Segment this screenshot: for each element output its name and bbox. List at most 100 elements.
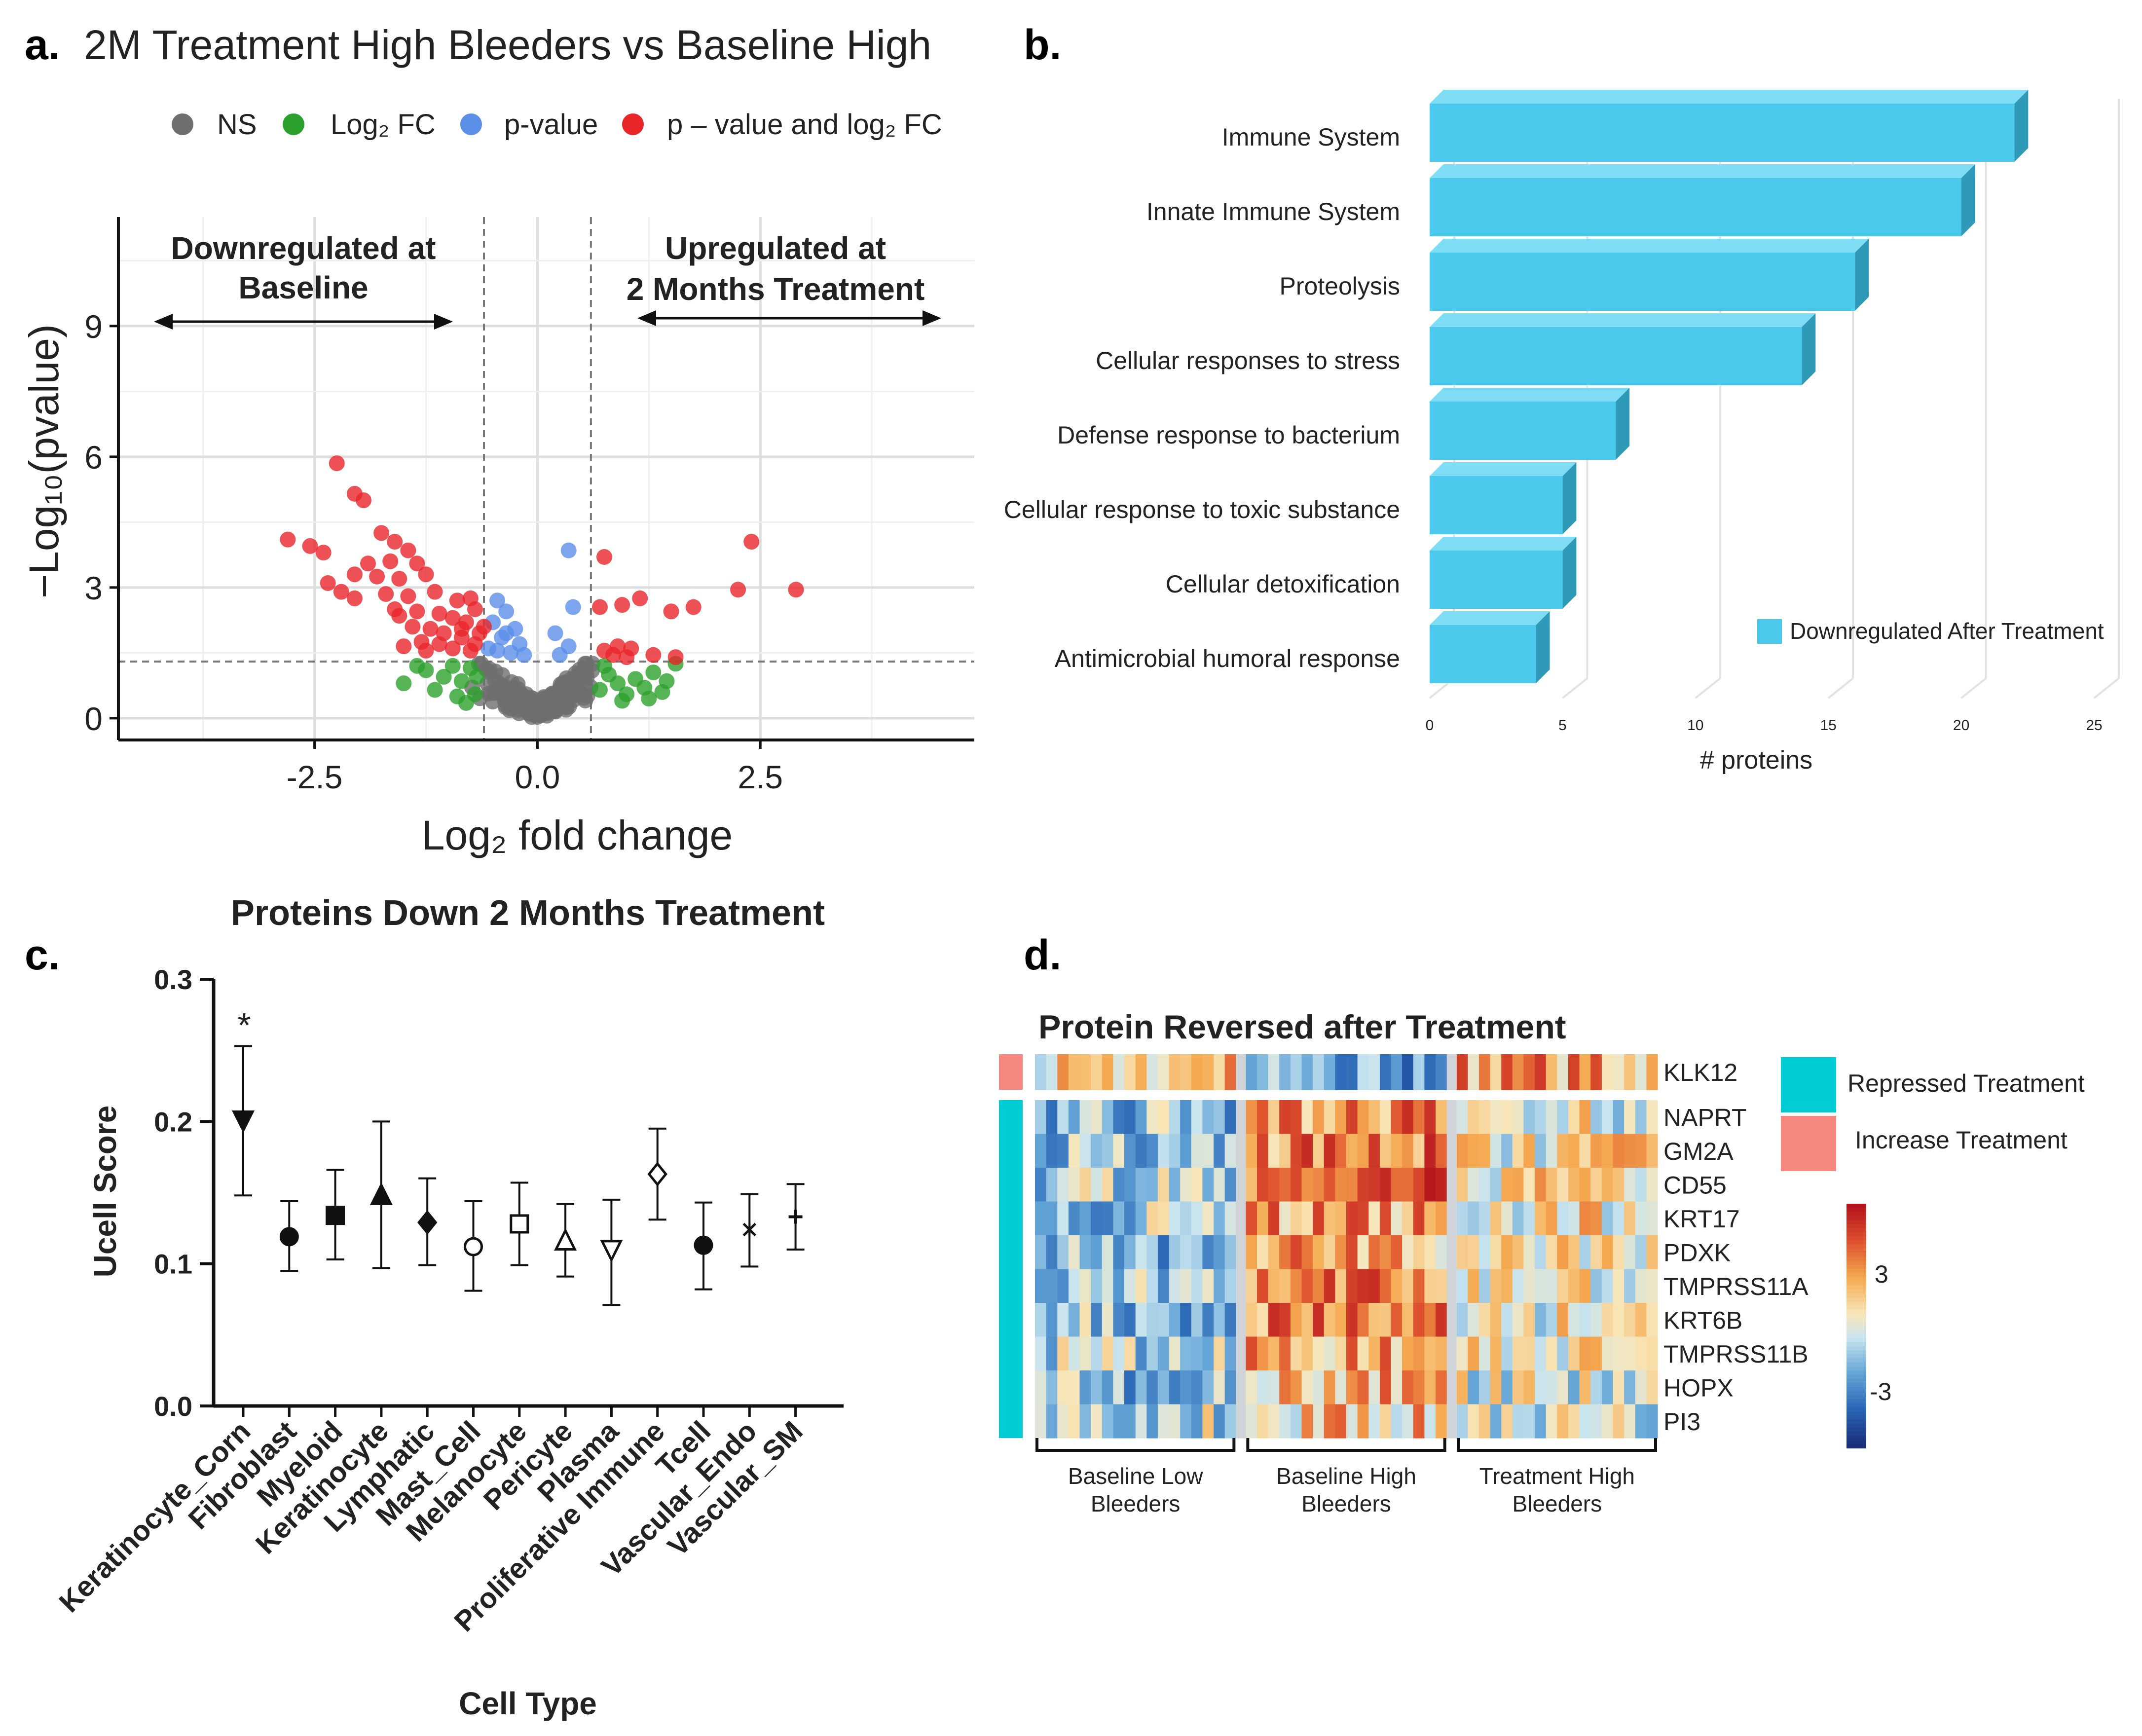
heatmap-cell [1590, 1336, 1602, 1371]
heatmap-cell [1169, 1269, 1181, 1303]
heatmap-cell [1124, 1303, 1136, 1337]
heatmap-cell [1335, 1054, 1347, 1090]
heatmap-cell [1436, 1134, 1447, 1168]
heatmap-cell [1456, 1201, 1468, 1236]
heatmap-cell [1146, 1100, 1158, 1135]
heatmap-cell [1113, 1054, 1125, 1090]
heatmap-cell [1313, 1134, 1325, 1168]
heatmap-cell [1279, 1235, 1291, 1270]
heatmap-cell [1102, 1336, 1113, 1371]
colorbar-segment [1847, 1216, 1866, 1221]
heatmap-cell [1180, 1054, 1192, 1090]
heatmap-cell [1579, 1303, 1591, 1337]
heatmap-cell [1413, 1054, 1425, 1090]
heatmap-cell [1601, 1201, 1614, 1236]
heatmap-cell [1391, 1370, 1403, 1405]
heatmap-cell [1346, 1404, 1358, 1439]
heatmap-cell [1413, 1100, 1425, 1135]
annotation-down-line1: Downregulated at [171, 230, 436, 266]
heatmap-cell [1613, 1201, 1625, 1236]
heatmap-cell [1035, 1269, 1047, 1303]
volcano-point-both [427, 584, 443, 600]
column-group-label-line1: Treatment High [1479, 1463, 1635, 1489]
heatmap-cell [1523, 1100, 1535, 1135]
bar-top-face [1430, 164, 1975, 178]
colorbar-segment [1847, 1342, 1866, 1347]
ucell-marker-triangle-down [231, 1110, 255, 1134]
heatmap-cell [1113, 1336, 1125, 1371]
heatmap-cell [1079, 1054, 1091, 1090]
heatmap-cell [1501, 1370, 1513, 1405]
heatmap-cell [1535, 1100, 1547, 1135]
heatmap-cell [1268, 1269, 1280, 1303]
heatmap-gap [1446, 1336, 1457, 1371]
heatmap-cell [1124, 1370, 1136, 1405]
column-group-label-line1: Baseline High [1276, 1463, 1416, 1489]
heatmap-cell [1135, 1336, 1147, 1371]
heatmap-cell [1057, 1100, 1069, 1135]
heatmap-cell [1102, 1201, 1113, 1236]
heatmap-cell [1646, 1168, 1658, 1202]
heatmap-cell [1402, 1100, 1414, 1135]
heatmap-cell [1057, 1168, 1069, 1202]
heatmap-cell [1324, 1134, 1335, 1168]
heatmap-cell [1568, 1201, 1580, 1236]
heatmap-cell [1301, 1134, 1313, 1168]
heatmap-cell [1346, 1134, 1358, 1168]
heatmap-cell [1379, 1201, 1392, 1236]
heatmap-cell [1557, 1303, 1569, 1337]
heatmap-cell [1635, 1336, 1647, 1371]
heatmap-cell [1301, 1235, 1313, 1270]
heatmap-cell [1313, 1201, 1325, 1236]
volcano-point-fc [641, 691, 657, 707]
heatmap-cell [1214, 1235, 1225, 1270]
heatmap-cell [1046, 1168, 1058, 1202]
heatmap-cell [1324, 1235, 1335, 1270]
volcano-point-both [329, 455, 345, 472]
heatmap-cell [1224, 1100, 1236, 1135]
heatmap-cell [1512, 1235, 1524, 1270]
heatmap-cell [1478, 1100, 1491, 1135]
heatmap-cell [1468, 1370, 1479, 1405]
column-group-label-line2: Bleeders [1301, 1491, 1391, 1516]
heatmap-cell [1035, 1134, 1047, 1168]
heatmap-cell [1468, 1201, 1479, 1236]
heatmap-cell [1624, 1404, 1636, 1439]
panel-d: d. Protein Reversed after Treatment KLK1… [999, 931, 2085, 1516]
heatmap-cell [1290, 1054, 1302, 1090]
heatmap-cell [1391, 1336, 1403, 1371]
heatmap-cell [1301, 1100, 1313, 1135]
volcano-point-fc [659, 673, 675, 689]
volcano-point-both [409, 603, 425, 620]
heatmap-cell [1335, 1269, 1347, 1303]
colorbar-segment [1847, 1322, 1866, 1327]
heatmap-cell [1135, 1370, 1147, 1405]
heatmap-cell [1424, 1134, 1436, 1168]
colorbar-segment [1847, 1346, 1866, 1351]
colorbar-segment [1847, 1313, 1866, 1319]
volcano-x-tick-label: 0.0 [515, 759, 560, 795]
volcano-point-both [743, 534, 760, 550]
heatmap-cell [1613, 1168, 1625, 1202]
volcano-legend: NS Log₂ FC p-value p – value and log₂ FC [172, 109, 942, 141]
ucell-y-label: Ucell Score [87, 1106, 123, 1278]
colorbar-segment [1847, 1423, 1866, 1428]
colorbar-segment [1847, 1399, 1866, 1404]
heatmap-gap [1236, 1370, 1246, 1405]
heatmap-cell [1124, 1134, 1136, 1168]
heatmap-cell [1202, 1201, 1214, 1236]
heatmap-gap [1236, 1134, 1246, 1168]
heatmap-cell [1169, 1303, 1181, 1337]
bar-legend-label: Downregulated After Treatment [1790, 618, 2104, 644]
heatmap-cell [1169, 1100, 1181, 1135]
heatmap-cell [1624, 1168, 1636, 1202]
heatmap-cell [1402, 1269, 1414, 1303]
heatmap-cell [1490, 1269, 1502, 1303]
bar-category-label: Antimicrobial humoral response [1055, 645, 1400, 672]
heatmap-cell [1456, 1336, 1468, 1371]
heatmap-cell [1346, 1336, 1358, 1371]
heatmap-cell [1191, 1336, 1203, 1371]
panel-label-a: a. [25, 21, 60, 69]
bar-x-tick-label: 25 [2086, 717, 2102, 734]
heatmap-cell [1402, 1235, 1414, 1270]
